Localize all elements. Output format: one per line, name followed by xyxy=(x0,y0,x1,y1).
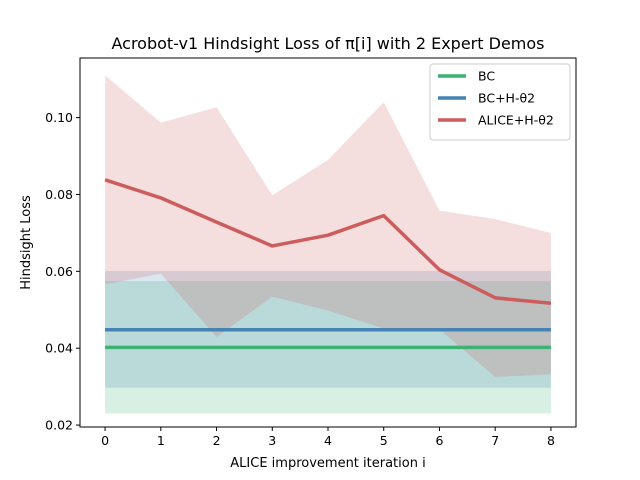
legend-label-bc: BC xyxy=(478,69,495,84)
y-axis-ticks: 0.02 0.04 0.06 0.08 0.10 xyxy=(45,110,80,433)
x-axis-label: ALICE improvement iteration i xyxy=(230,456,425,471)
legend-label-bc-h-2: BC+H-θ2 xyxy=(478,91,535,106)
y-tick-label: 0.08 xyxy=(45,187,73,202)
x-tick-label: 1 xyxy=(157,433,165,448)
legend: BC BC+H-θ2 ALICE+H-θ2 xyxy=(429,63,571,141)
x-tick-label: 2 xyxy=(213,433,221,448)
y-tick-label: 0.06 xyxy=(45,264,73,279)
chart-title: Acrobot-v1 Hindsight Loss of π[i] with 2… xyxy=(111,34,544,53)
legend-label-alice-h-2: ALICE+H-θ2 xyxy=(478,113,554,128)
alice-h-2-line xyxy=(104,178,552,305)
alice-h-2-band xyxy=(105,75,551,378)
y-axis-label: Hindsight Loss xyxy=(19,195,34,290)
y-tick-label: 0.02 xyxy=(45,418,73,433)
x-tick-label: 8 xyxy=(547,433,555,448)
y-tick-label: 0.10 xyxy=(45,110,73,125)
x-tick-label: 7 xyxy=(491,433,499,448)
x-tick-label: 0 xyxy=(101,433,109,448)
x-tick-label: 3 xyxy=(268,433,276,448)
plot-frame xyxy=(79,57,577,428)
x-tick-label: 5 xyxy=(380,433,388,448)
x-tick-label: 4 xyxy=(324,433,332,448)
series-lines xyxy=(104,178,552,350)
x-axis-ticks: 0 1 2 3 4 5 6 7 8 xyxy=(101,427,555,448)
x-tick-label: 6 xyxy=(435,433,443,448)
y-tick-label: 0.04 xyxy=(45,341,73,356)
